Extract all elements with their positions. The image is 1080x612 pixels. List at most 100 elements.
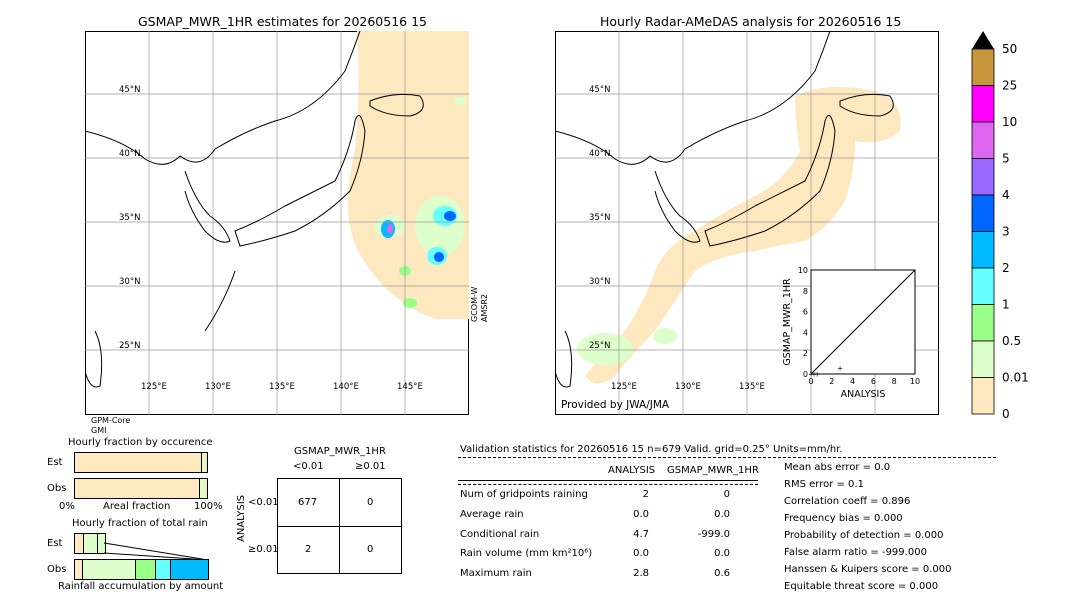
scatter-xtick: 10 [910, 377, 920, 386]
axis-right-label: 100% [194, 501, 223, 512]
score-line: Correlation coeff = 0.896 [784, 496, 911, 507]
colorbar-swatch [971, 377, 995, 415]
colorbar-swatch [971, 48, 995, 86]
left-lon-label: 140°E [333, 382, 359, 392]
stat-analysis-value: 2.8 [633, 568, 649, 579]
occurrence-title: Hourly fraction by occurence [68, 437, 213, 448]
contingency-col-label: ≥0.01 [355, 461, 386, 472]
colorbar-label: 4 [1002, 188, 1010, 202]
left-lat-label: 30°N [119, 277, 140, 287]
right-lon-label: 130°E [675, 382, 701, 392]
stat-analysis-value: 4.7 [633, 529, 649, 540]
stat-label: Num of gridpoints raining [460, 489, 588, 500]
stats-underline-2 [458, 484, 758, 485]
score-line: Equitable threat score = 0.000 [784, 581, 939, 592]
scatter-ytick: 4 [803, 328, 808, 337]
contingency-cell: 677 [298, 497, 318, 508]
score-line: False alarm ratio = -999.000 [784, 547, 927, 558]
colorbar-label: 25 [1002, 79, 1017, 93]
colorbar-swatch [971, 231, 995, 269]
scatter-diagonal [810, 269, 916, 375]
occ-obs-bar [74, 478, 208, 499]
stat-gsmap-value: 0.6 [714, 568, 730, 579]
total-rain-title: Hourly fraction of total rain [72, 518, 208, 529]
stat-gsmap-value: 0.0 [714, 509, 730, 520]
left-map: 45°N 40°N 35°N 30°N 25°N 125°E 130°E 135… [85, 31, 469, 415]
left-lon-label: 145°E [397, 382, 423, 392]
satellite-label-gmi: GMI [91, 426, 107, 435]
colorbar-label: 5 [1002, 152, 1010, 166]
right-map-title: Hourly Radar-AMeDAS analysis for 2026051… [600, 14, 902, 29]
validation-divider [458, 457, 996, 458]
score-line: Hanssen & Kuipers score = 0.000 [784, 564, 952, 575]
stats-underline-1 [458, 480, 758, 481]
axis-mid-label: Areal fraction [103, 501, 171, 512]
right-lat-label: 45°N [589, 85, 610, 95]
left-lat-label: 25°N [119, 341, 140, 351]
left-rain-patches [374, 97, 466, 308]
colorbar-label: 2 [1002, 261, 1010, 275]
tot-obs-bar [74, 559, 209, 580]
stat-label: Rain volume (mm km²10⁶) [460, 548, 593, 559]
scatter-ytick: 10 [798, 266, 808, 275]
left-lon-label: 130°E [205, 382, 231, 392]
scatter-xtick: 2 [829, 377, 834, 386]
colorbar-label: 50 [1002, 42, 1017, 56]
occ-est-label: Est [47, 457, 63, 468]
scatter-ytick: 6 [803, 308, 808, 317]
stat-analysis-value: 0.0 [633, 548, 649, 559]
contingency-title: GSMAP_MWR_1HR [294, 446, 386, 457]
satellite-label-gcom: GCOM-W [470, 286, 479, 322]
scatter-xtick: 8 [892, 377, 897, 386]
stat-gsmap-value: 0.0 [714, 548, 730, 559]
colorbar: 50 25 10 5 4 3 2 1 0.5 0.01 0 [971, 31, 1029, 420]
colorbar-extend-arrow [972, 31, 994, 49]
stat-gsmap-value: -999.0 [697, 529, 730, 540]
colorbar-swatch [971, 85, 995, 123]
satellite-label-gpm: GPM-Core [91, 416, 131, 425]
contingency-row-label: ≥0.01 [248, 544, 279, 555]
contingency-table: 677 0 2 0 [277, 478, 402, 574]
validation-header: Validation statistics for 20260516 15 n=… [460, 444, 843, 455]
tot-obs-label: Obs [47, 564, 67, 575]
stat-analysis-value: 2 [642, 489, 649, 500]
satellite-label-amsr2: AMSR2 [480, 293, 489, 322]
colorbar-label: 1 [1002, 298, 1010, 312]
scatter-point: + [837, 364, 843, 372]
colorbar-label: 0 [1002, 407, 1010, 420]
colorbar-swatch [971, 121, 995, 159]
score-line: RMS error = 0.1 [784, 479, 864, 490]
scatter-xtick: 4 [850, 377, 855, 386]
left-lat-label: 45°N [119, 85, 140, 95]
left-lon-label: 135°E [269, 382, 295, 392]
right-coverage [585, 87, 901, 384]
right-lat-label: 40°N [589, 149, 610, 159]
colorbar-label: 10 [1002, 115, 1017, 129]
stat-analysis-value: 0.0 [633, 509, 649, 520]
scatter-ytick: 8 [803, 287, 808, 296]
score-line: Probability of detection = 0.000 [784, 530, 944, 541]
stat-label: Conditional rain [460, 529, 540, 540]
contingency-cell: 0 [367, 544, 374, 555]
colorbar-swatch [971, 267, 995, 305]
tot-est-label: Est [47, 538, 63, 549]
contingency-cell: 2 [305, 544, 312, 555]
scatter-point: + [808, 371, 814, 379]
stat-gsmap-value: 0 [723, 489, 730, 500]
scatter-xlabel: ANALYSIS [841, 389, 886, 400]
stat-label: Maximum rain [460, 568, 532, 579]
contingency-row-axis: ANALYSIS [236, 494, 247, 542]
accum-label: Rainfall accumulation by amount [58, 581, 224, 592]
left-grid [85, 31, 469, 415]
scatter-xtick: 0 [808, 377, 813, 386]
colorbar-swatch [971, 194, 995, 232]
colorbar-swatch [971, 158, 995, 196]
score-line: Frequency bias = 0.000 [784, 513, 903, 524]
left-lat-label: 35°N [119, 213, 140, 223]
col-analysis-header: ANALYSIS [608, 465, 656, 476]
left-coastlines [85, 31, 424, 388]
right-lon-labels: 125°E 130°E 135°E [611, 382, 765, 392]
scatter-ytick: 2 [803, 349, 808, 358]
contingency-row-label: <0.01 [248, 497, 279, 508]
